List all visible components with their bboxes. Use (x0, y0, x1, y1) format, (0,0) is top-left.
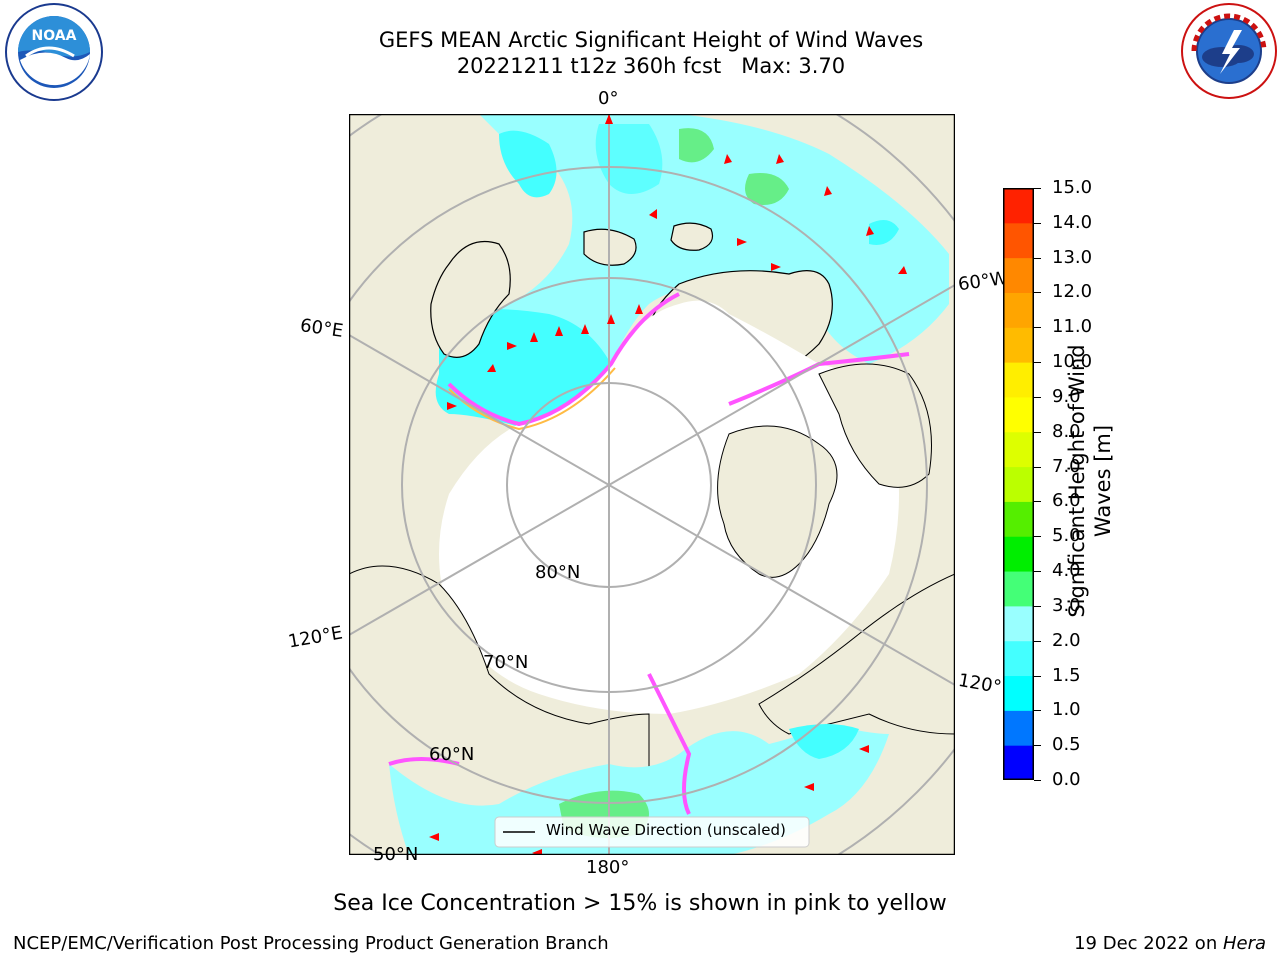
colorbar-tick-mark (1034, 222, 1041, 224)
svg-text:NOAA: NOAA (32, 28, 77, 44)
colorbar-tick-label: 5.0 (1052, 525, 1081, 547)
colorbar-segment (1003, 431, 1034, 468)
nws-logo (1180, 2, 1278, 100)
colorbar-tick-mark (1034, 362, 1041, 364)
colorbar-segment (1003, 745, 1034, 780)
colorbar-segment (1003, 257, 1034, 293)
wind-wave-arrows (429, 114, 907, 855)
canadian-archipelago (717, 425, 838, 578)
colorbar-segment (1003, 536, 1034, 572)
lon-label-120e: 120°E (286, 622, 345, 653)
colorbar-segment (1003, 710, 1034, 746)
map-legend (494, 816, 810, 848)
colorbar-segment (1003, 188, 1034, 224)
colorbar (1003, 188, 1034, 780)
colorbar-tick-mark (1034, 327, 1041, 329)
sea-ice (439, 300, 899, 714)
colorbar-tick-mark (1034, 571, 1041, 573)
colorbar-tick-label: 6.0 (1052, 490, 1081, 512)
colorbar-segment (1003, 362, 1034, 398)
footer-left: NCEP/EMC/Verification Post Processing Pr… (13, 933, 609, 954)
colorbar-tick-mark (1034, 710, 1041, 712)
colorbar-tick-mark (1034, 640, 1041, 642)
colorbar-segment (1003, 327, 1034, 363)
chart-subtitle: 20221211 t12z 360h fcst Max: 3.70 (456, 54, 846, 78)
footer-machine: Hera (1222, 933, 1266, 954)
colorbar-tick-mark (1034, 257, 1041, 259)
caption: Sea Ice Concentration > 15% is shown in … (333, 891, 947, 916)
colorbar-tick-label: 9.0 (1052, 385, 1081, 407)
scandinavia (430, 240, 511, 358)
colorbar-tick-label: 11.0 (1052, 316, 1093, 338)
colorbar-tick-label: 10.0 (1052, 351, 1093, 373)
colorbar-tick-mark (1034, 431, 1041, 433)
iceland (670, 222, 714, 251)
colorbar-segment (1003, 222, 1034, 259)
polar-map (349, 114, 955, 855)
colorbar-tick-label: 8.0 (1052, 420, 1081, 442)
colorbar-frame (1003, 188, 1034, 780)
colorbar-tick-label: 3.0 (1052, 594, 1081, 616)
colorbar-segment (1003, 501, 1034, 537)
lat-label-80n: 80°N (535, 562, 581, 583)
alaska (758, 573, 955, 735)
lon-label-60w: 60°W (956, 267, 1009, 296)
colorbar-tick-label: 0.0 (1052, 769, 1081, 790)
colorbar-segment (1003, 675, 1034, 711)
colorbar-tick-mark (1034, 292, 1041, 294)
colorbar-tick-label: 7.0 (1052, 455, 1081, 477)
colorbar-tick-label: 2.0 (1052, 629, 1081, 651)
lon-label-180: 180° (586, 857, 630, 878)
colorbar-segment (1003, 396, 1034, 433)
footer-date: 19 Dec 2022 on (1074, 933, 1223, 954)
colorbar-tick-mark (1034, 188, 1041, 189)
colorbar-tick-mark (1034, 466, 1041, 468)
lat-label-60n: 60°N (429, 744, 475, 765)
colorbar-label: Significant Height of Wind Waves [m] (1065, 344, 1115, 618)
lat-label-50n: 50°N (373, 844, 419, 865)
colorbar-tick-mark (1034, 396, 1041, 398)
colorbar-tick-mark (1034, 675, 1041, 677)
colorbar-tick-label: 1.0 (1052, 699, 1081, 721)
chart-title: GEFS MEAN Arctic Significant Height of W… (378, 28, 924, 52)
colorbar-tick-mark (1034, 745, 1041, 747)
lon-label-60e: 60°E (298, 315, 345, 342)
colorbar-tick-mark (1034, 780, 1041, 781)
footer-right: 19 Dec 2022 on Hera (1074, 933, 1266, 954)
colorbar-tick-mark (1034, 605, 1041, 607)
noaa-logo: NOAA (4, 2, 104, 102)
colorbar-segment (1003, 466, 1034, 502)
colorbar-tick-label: 13.0 (1052, 246, 1093, 268)
colorbar-tick-label: 1.5 (1052, 664, 1081, 686)
colorbar-segment (1003, 605, 1034, 642)
colorbar-segment (1003, 571, 1034, 607)
colorbar-tick-label: 4.0 (1052, 560, 1081, 582)
legend-label: Wind Wave Direction (unscaled) (546, 821, 786, 839)
lat-label-70n: 70°N (483, 652, 529, 673)
colorbar-segment (1003, 292, 1034, 328)
colorbar-tick-label: 12.0 (1052, 281, 1093, 303)
lon-label-0: 0° (598, 88, 619, 109)
colorbar-tick-mark (1034, 501, 1041, 503)
colorbar-tick-mark (1034, 536, 1041, 538)
colorbar-tick-label: 0.5 (1052, 734, 1081, 756)
colorbar-tick-label: 14.0 (1052, 211, 1093, 233)
colorbar-tick-label: 15.0 (1052, 177, 1093, 198)
colorbar-segment (1003, 640, 1034, 677)
